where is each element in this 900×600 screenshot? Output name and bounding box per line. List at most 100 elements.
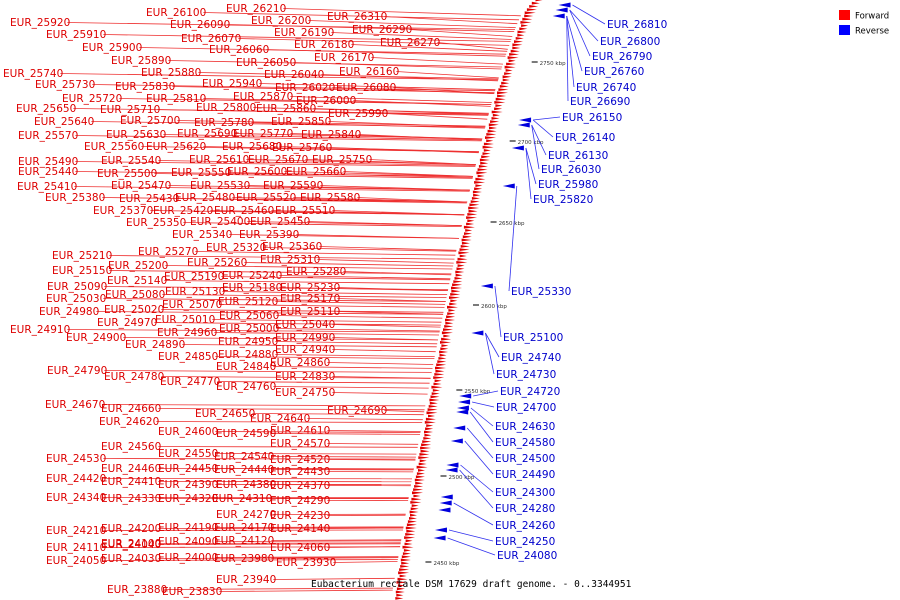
forward-gene [402, 545, 414, 549]
forward-gene-label: EUR_25130 [165, 286, 225, 298]
forward-leader-line [103, 529, 404, 531]
forward-leader-line [276, 315, 443, 319]
forward-leader-line [308, 20, 516, 28]
forward-leader-line [329, 147, 479, 154]
reverse-gene-label: EUR_24500 [495, 453, 555, 465]
forward-leader-line [320, 185, 470, 191]
reverse-leader-line [525, 147, 532, 200]
forward-leader-line [161, 376, 431, 379]
forward-gene-label: EUR_25840 [301, 129, 361, 141]
forward-gene [426, 411, 438, 415]
forward-gene [490, 120, 500, 123]
forward-gene [428, 414, 435, 418]
forward-gene-label: EUR_23830 [162, 586, 222, 598]
forward-gene [450, 293, 461, 296]
reverse-gene [450, 438, 463, 444]
forward-gene-label: EUR_24990 [275, 332, 335, 344]
forward-gene [469, 203, 480, 207]
forward-gene-label: EUR_25370 [93, 205, 153, 217]
forward-gene-label: EUR_25540 [101, 155, 161, 167]
forward-gene-label: EUR_24860 [270, 357, 330, 369]
reverse-gene-label: EUR_24580 [495, 437, 555, 449]
forward-leader-line [283, 8, 521, 17]
forward-gene-label: EUR_24850 [158, 351, 218, 363]
forward-gene [416, 465, 428, 469]
forward-leader-line [163, 134, 482, 141]
forward-leader-line [109, 255, 455, 260]
forward-gene-label: EUR_25340 [172, 229, 232, 241]
forward-gene [439, 353, 447, 357]
forward-gene-label: EUR_24550 [158, 448, 218, 460]
forward-gene [426, 424, 434, 427]
forward-gene [441, 331, 453, 335]
forward-gene-label: EUR_24660 [101, 403, 161, 415]
forward-gene [494, 107, 503, 111]
forward-leader-line [307, 221, 462, 226]
forward-gene [524, 14, 534, 18]
forward-gene-label: EUR_25750 [312, 154, 372, 166]
forward-gene-label: EUR_26050 [236, 57, 296, 69]
forward-gene-label: EUR_24560 [101, 441, 161, 453]
forward-gene [451, 289, 461, 293]
forward-gene-label: EUR_25570 [18, 130, 78, 142]
forward-gene [487, 129, 497, 133]
forward-leader-line [396, 71, 499, 79]
forward-gene-label: EUR_25480 [175, 192, 235, 204]
forward-gene [439, 350, 449, 354]
reverse-gene-label: EUR_26810 [607, 19, 667, 31]
forward-gene [431, 385, 443, 389]
forward-gene [425, 427, 434, 431]
forward-gene-label: EUR_25600 [227, 166, 287, 178]
forward-gene [510, 49, 520, 53]
forward-leader-line [385, 113, 488, 120]
forward-gene-label: EUR_25830 [115, 81, 175, 93]
forward-gene [405, 526, 417, 530]
forward-gene [402, 552, 411, 555]
forward-gene [421, 443, 432, 447]
forward-gene [406, 529, 416, 533]
forward-leader-line [158, 446, 418, 448]
forward-leader-line [103, 559, 398, 561]
forward-gene [449, 296, 460, 299]
forward-leader-line [203, 98, 492, 105]
forward-gene [508, 59, 516, 63]
forward-leader-line [409, 29, 513, 37]
forward-gene-label: EUR_24980 [39, 306, 99, 318]
forward-gene-label: EUR_24050 [46, 555, 106, 567]
forward-gene-label: EUR_24620 [99, 416, 159, 428]
reverse-leader-line [569, 9, 599, 42]
reverse-gene [446, 462, 459, 468]
reverse-gene [552, 13, 565, 19]
forward-leader-line [327, 546, 401, 548]
forward-gene-label: EUR_26190 [274, 27, 334, 39]
forward-gene [411, 497, 422, 501]
forward-leader-line [369, 159, 476, 165]
reverse-gene [438, 507, 451, 513]
forward-gene [501, 81, 510, 85]
forward-gene-label: EUR_24900 [66, 332, 126, 344]
forward-gene-label: EUR_25200 [108, 260, 168, 272]
forward-leader-line [384, 16, 518, 25]
forward-leader-line [327, 362, 434, 365]
forward-gene [524, 11, 536, 15]
forward-gene-label: EUR_25920 [10, 17, 70, 29]
forward-leader-line [279, 275, 451, 280]
reverse-gene-label: EUR_26150 [562, 112, 622, 124]
forward-gene [435, 366, 446, 370]
forward-gene [404, 536, 416, 539]
reverse-leader-line [569, 9, 591, 57]
forward-gene-label: EUR_23940 [216, 574, 276, 586]
forward-leader-line [337, 311, 444, 315]
forward-gene [424, 421, 436, 424]
forward-leader-line [337, 298, 446, 302]
legend-reverse-swatch [839, 25, 850, 35]
reverse-gene [433, 535, 446, 541]
forward-leader-line [327, 430, 421, 432]
forward-gene [472, 190, 482, 194]
forward-leader-line [75, 161, 476, 167]
reverse-gene-label: EUR_26800 [600, 36, 660, 48]
forward-gene-label: EUR_25400 [190, 216, 250, 228]
reverse-gene [440, 494, 453, 500]
forward-gene [458, 251, 470, 255]
